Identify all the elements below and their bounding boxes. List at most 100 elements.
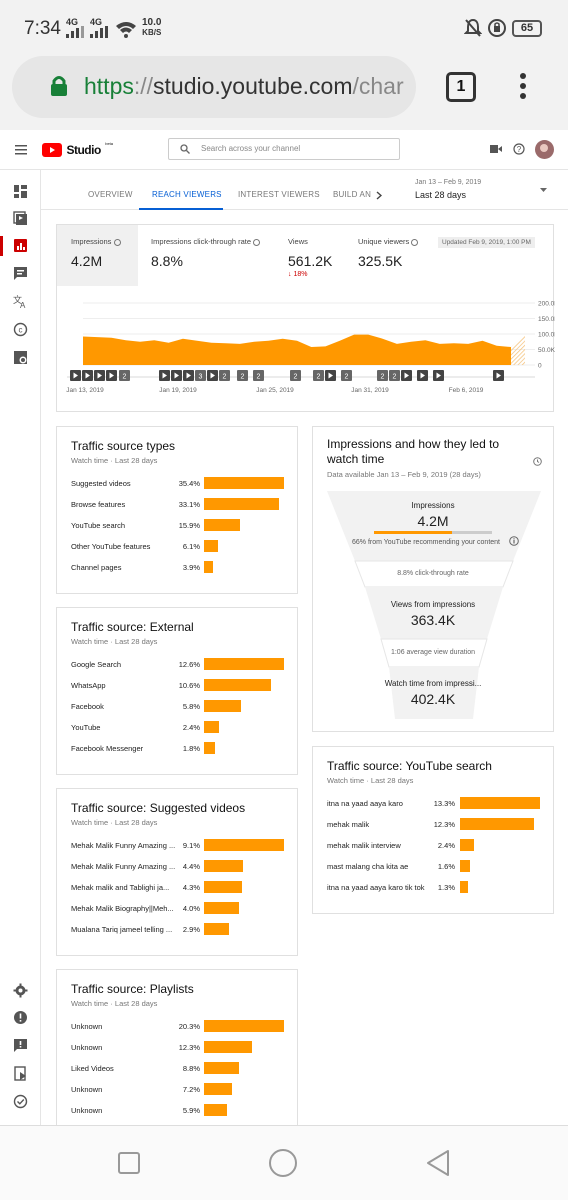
metric-impressions[interactable]: Impressions 4.2M [71,237,121,269]
avatar[interactable] [535,140,554,159]
video-count-marker [313,370,324,381]
traffic-row-pct: 12.3% [178,1043,200,1052]
card-subtitle: Watch time · Last 28 days [71,818,158,827]
info-icon[interactable] [509,536,519,546]
videos-icon[interactable] [13,211,28,226]
svg-text:?: ? [517,145,522,154]
traffic-row[interactable]: Facebook Messenger 1.8% [71,742,285,754]
alert-icon[interactable] [13,1010,28,1025]
traffic-row[interactable]: Unknown 12.3% [71,1041,285,1053]
traffic-row-label: mehak malik interview [327,841,401,850]
recent-apps-button[interactable] [118,1152,140,1174]
traffic-row-label: Channel pages [71,563,122,572]
tab-overview[interactable]: OVERVIEW [88,190,133,199]
tab-reach-viewers[interactable]: REACH VIEWERS [152,190,222,199]
traffic-row[interactable]: mast malang cha kita ae 1.6% [327,860,541,872]
traffic-yt-search-card: Traffic source: YouTube search Watch tim… [312,746,554,914]
checkmark-icon[interactable] [13,1094,28,1109]
copyright-icon[interactable]: c [13,322,28,337]
video-count-marker [119,370,130,381]
creator-studio-classic-icon[interactable] [13,1066,28,1081]
traffic-row[interactable]: Mualana Tariq jameel telling ... 2.9% [71,923,285,935]
chevron-down-icon[interactable] [540,188,547,192]
traffic-row[interactable]: itna na yaad aaya karo tik tok 1.3% [327,881,541,893]
traffic-row[interactable]: mehak malik 12.3% [327,818,541,830]
traffic-row-label: Facebook [71,702,104,711]
traffic-row[interactable]: Mehak malik and Tablighi ja... 4.3% [71,881,285,893]
tab-interest-viewers[interactable]: INTEREST VIEWERS [238,190,320,199]
hamburger-menu-icon[interactable] [15,145,27,155]
channel-search-input[interactable]: Search across your channel [168,138,400,160]
traffic-row[interactable]: Unknown 20.3% [71,1020,285,1032]
feedback-icon[interactable] [13,1038,28,1053]
url-path: /char [352,73,404,99]
browser-toolbar: https://studio.youtube.com/char 1 [0,56,568,130]
url-bar[interactable]: https://studio.youtube.com/char [12,56,416,118]
tab-build-audience[interactable]: BUILD AN [333,190,372,199]
sidebar-active-indicator [0,236,3,256]
date-range-label: Last 28 days [415,190,467,200]
play-icon [186,372,191,379]
traffic-row[interactable]: Other YouTube features 6.1% [71,540,285,552]
svg-text:c: c [19,326,23,335]
traffic-row[interactable]: Mehak Malik Funny Amazing ... 9.1% [71,839,285,851]
traffic-row[interactable]: itna na yaad aaya karo 13.3% [327,797,541,809]
metric-value: 8.8% [151,253,183,269]
studio-logo[interactable]: Studio beta [42,141,113,159]
traffic-row[interactable]: WhatsApp 10.6% [71,679,285,691]
lock-icon [51,76,67,96]
traffic-row[interactable]: Liked Videos 8.8% [71,1062,285,1074]
traffic-row[interactable]: mehak malik interview 2.4% [327,839,541,851]
marker-count: 2 [123,374,127,381]
metric-selected-bg[interactable] [57,225,138,286]
chevron-right-icon[interactable] [376,191,382,200]
rotation-lock-icon [488,19,506,37]
traffic-row-pct: 7.2% [182,1085,200,1094]
dashboard-icon[interactable] [13,184,28,199]
y-tick-label: 0 [538,363,542,370]
traffic-row-label: mehak malik [327,820,370,829]
metric-ctr[interactable]: Impressions click-through rate 8.8% [151,237,261,269]
traffic-row[interactable]: YouTube 2.4% [71,721,285,733]
traffic-row-label: itna na yaad aaya karo [327,799,403,808]
video-count-marker [290,370,301,381]
traffic-row[interactable]: Browse features 33.1% [71,498,285,510]
traffic-row[interactable]: Mehak Malik Biography||Meh... 4.0% [71,902,285,914]
traffic-row-pct: 33.1% [178,500,200,509]
traffic-row-bar [460,818,534,830]
traffic-row-bar [204,477,284,489]
impressions-funnel-card: Impressions and how they led to watch ti… [312,426,554,732]
views-change-value: 18% [293,271,308,278]
info-icon [253,238,261,246]
traffic-row[interactable]: Mehak Malik Funny Amazing ... 4.4% [71,860,285,872]
mute-notification-icon [464,18,482,37]
traffic-row[interactable]: Facebook 5.8% [71,700,285,712]
date-range-picker[interactable]: Jan 13 – Feb 9, 2019 Last 28 days [415,179,481,200]
traffic-row[interactable]: YouTube search 15.9% [71,519,285,531]
video-count-marker [389,370,400,381]
create-video-icon[interactable] [490,144,502,154]
card-subtitle: Watch time · Last 28 days [71,456,158,465]
x-tick-label: Jan 25, 2019 [256,387,294,394]
traffic-row-bar [204,742,216,754]
traffic-row[interactable]: Google Search 12.6% [71,658,285,670]
tab-switcher-button[interactable]: 1 [446,72,476,102]
traffic-row[interactable]: Unknown 5.9% [71,1104,285,1116]
traffic-row[interactable]: Channel pages 3.9% [71,561,285,573]
traffic-row[interactable]: Suggested videos 35.4% [71,477,285,489]
analytics-icon[interactable] [13,238,28,253]
back-button[interactable] [426,1149,450,1177]
comments-icon[interactable] [13,266,28,281]
traffic-row-pct: 1.3% [437,883,455,892]
home-button[interactable] [268,1148,298,1178]
monetization-icon[interactable] [13,350,28,365]
help-icon[interactable]: ? [513,143,525,155]
traffic-row[interactable]: Unknown 7.2% [71,1083,285,1095]
metric-unique-viewers[interactable]: Unique viewers 325.5K [358,237,419,269]
translations-icon[interactable]: 文A [13,294,28,309]
more-menu-icon[interactable] [519,72,527,100]
metric-views[interactable]: Views 561.2K ↓ 18% [288,237,332,278]
traffic-row-pct: 4.4% [182,862,200,871]
settings-icon[interactable] [13,983,28,998]
funnel-recommend-text: 66% from YouTube recommending your conte… [352,539,500,546]
